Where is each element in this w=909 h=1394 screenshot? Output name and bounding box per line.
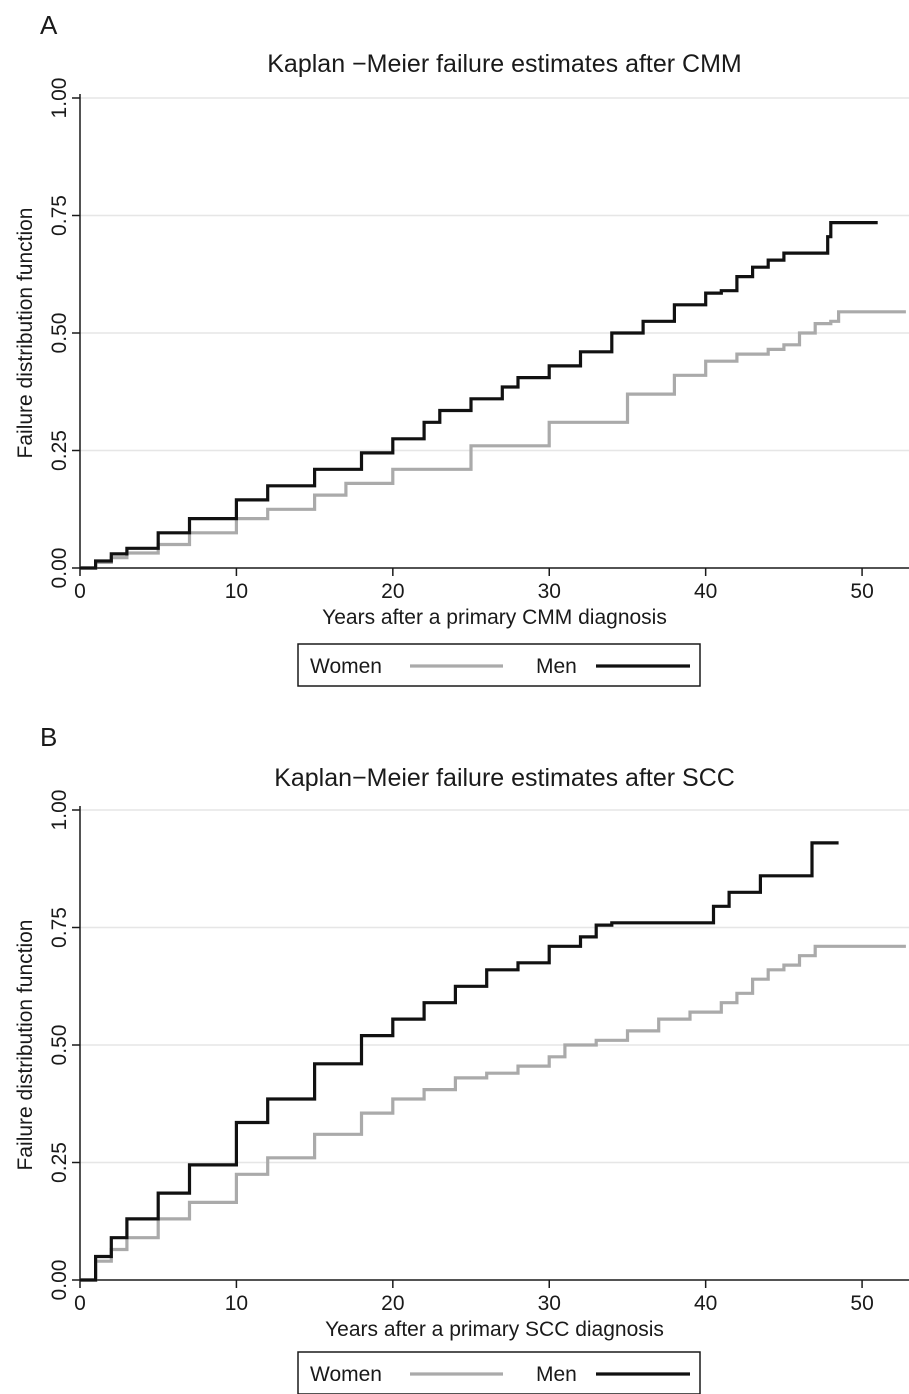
x-tick-label: 50 xyxy=(850,580,873,603)
y-tick-label: 0.00 xyxy=(48,1260,71,1301)
x-tick-label: 40 xyxy=(694,1292,717,1315)
x-tick-label: 0 xyxy=(74,1292,86,1315)
panel-label: B xyxy=(40,722,57,752)
panel-a-chart: A Kaplan −Meier failure estimates after C… xyxy=(14,10,909,687)
chart-a-svg: A Kaplan −Meier failure estimates after C… xyxy=(14,10,909,687)
y-tick-label: 0.50 xyxy=(48,313,71,354)
y-tick-label: 0.25 xyxy=(48,430,71,471)
chart-title: Kaplan −Meier failure estimates after CM… xyxy=(267,50,742,78)
y-tick-label: 0.75 xyxy=(48,195,71,236)
y-axis-title: Failure distribution function xyxy=(14,208,37,459)
chart-title: Kaplan−Meier failure estimates after SCC xyxy=(274,764,735,792)
y-tick-label: 0.75 xyxy=(48,907,71,948)
x-tick-label: 10 xyxy=(225,1292,248,1315)
series-line-men xyxy=(80,841,839,1282)
series-line-women xyxy=(80,944,906,1282)
x-tick-label: 30 xyxy=(538,580,561,603)
x-axis-title: Years after a primary SCC diagnosis xyxy=(325,1318,664,1341)
x-axis-title: Years after a primary CMM diagnosis xyxy=(322,606,667,629)
series-line-men xyxy=(80,221,878,570)
x-tick-label: 10 xyxy=(225,580,248,603)
series-line-women xyxy=(80,310,906,570)
legend-label-men: Men xyxy=(536,1363,577,1386)
x-tick-label: 20 xyxy=(381,1292,404,1315)
x-tick-label: 0 xyxy=(74,580,86,603)
y-tick-label: 0.50 xyxy=(48,1025,71,1066)
legend-label-women: Women xyxy=(310,1363,382,1386)
legend-label-women: Women xyxy=(310,655,382,678)
y-tick-label: 0.25 xyxy=(48,1142,71,1183)
y-tick-label: 1.00 xyxy=(48,78,71,119)
x-tick-label: 40 xyxy=(694,580,717,603)
legend-label-men: Men xyxy=(536,655,577,678)
chart-b-svg: B Kaplan−Meier failure estimates after SC… xyxy=(14,722,909,1394)
panel-label: A xyxy=(40,10,58,40)
y-tick-label: 0.00 xyxy=(48,548,71,589)
y-axis-title: Failure distribution function xyxy=(14,920,37,1171)
panel-b-chart: B Kaplan−Meier failure estimates after SC… xyxy=(0,712,909,1394)
x-tick-label: 50 xyxy=(850,1292,873,1315)
y-tick-label: 1.00 xyxy=(48,790,71,831)
x-tick-label: 30 xyxy=(538,1292,561,1315)
x-tick-label: 20 xyxy=(381,580,404,603)
